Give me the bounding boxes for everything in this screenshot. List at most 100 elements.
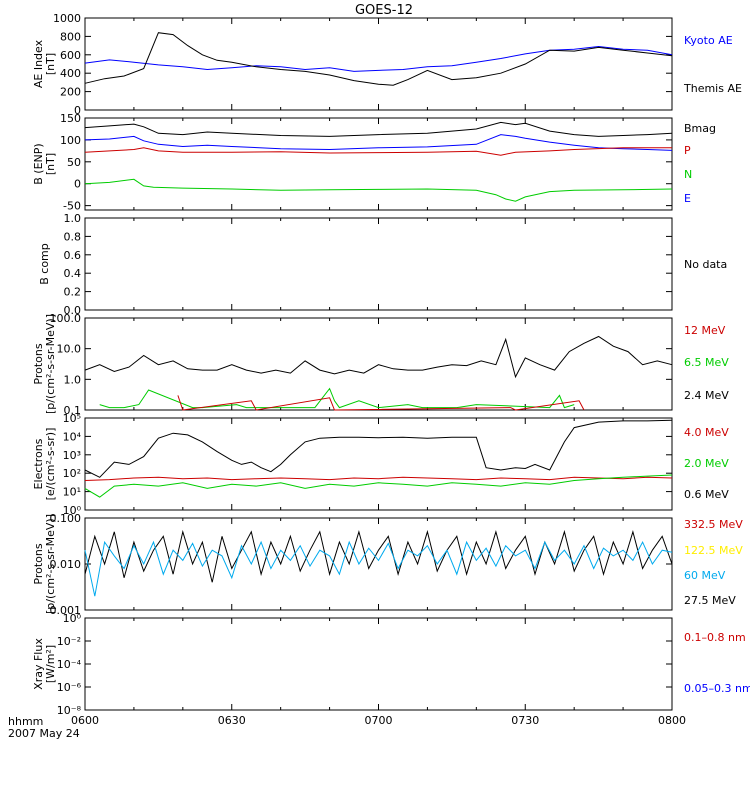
legend-entry: No data: [684, 258, 727, 271]
legend-entry: 0.1–0.8 nm: [684, 631, 746, 644]
legend-entry: 2.4 MeV: [684, 389, 729, 402]
legend-entry: N: [684, 168, 692, 181]
y-tick-label: 10³: [63, 449, 81, 462]
x-tick-label: 0600: [71, 714, 99, 727]
y-tick-label: 10²: [63, 467, 81, 480]
y-tick-label: 10⁻⁶: [57, 681, 82, 694]
panel-frame: [84, 217, 673, 311]
y-tick-label: 0.6: [64, 249, 82, 262]
x-tick-label: 0800: [658, 714, 686, 727]
y-axis-label: [p/(cm²-s-sr-MeV)]: [44, 514, 57, 614]
series-line-themis-ae: [84, 32, 673, 86]
y-axis-label: [nT]: [44, 53, 57, 75]
legend-entry: 2.0 MeV: [684, 457, 729, 470]
series-line-6-5-mev: [99, 387, 575, 409]
page-title: GOES-12: [355, 3, 413, 18]
legend-entry: Themis AE: [683, 82, 742, 95]
series-line-27-5-mev: [84, 529, 673, 583]
y-tick-label: 10⁻²: [57, 635, 81, 648]
panel-protons_lo: 0.001 0.010 0.100 Protons [p/(cm²-s-sr-MeV)]…: [32, 512, 743, 617]
y-axis-label: Protons: [32, 343, 45, 384]
y-axis-label: B (ENP): [32, 143, 45, 184]
y-tick-label: 0.8: [64, 230, 82, 243]
y-tick-label: 400: [60, 67, 81, 80]
legend-entry: 12 MeV: [684, 324, 726, 337]
y-axis-label: [p/(cm²-s-sr-MeV)]: [44, 314, 57, 414]
y-tick-label: 0: [74, 104, 81, 117]
y-tick-label: 0.4: [64, 267, 82, 280]
legend-entry: 0.05–0.3 nm: [684, 682, 750, 695]
legend-entry: Kyoto AE: [684, 34, 733, 47]
footer-time-label: hhmm: [8, 715, 43, 728]
x-tick-label: 0730: [511, 714, 539, 727]
legend-entry: 332.5 MeV: [684, 518, 743, 531]
y-tick-label: 800: [60, 30, 81, 43]
legend-entry: P: [684, 144, 691, 157]
y-tick-label: 0.2: [64, 286, 82, 299]
panel-electrons: 10⁰ 10¹ 10² 10³ 10⁴ 10⁵ Electrons [e/(cm²-s-sr)…: [32, 412, 729, 517]
panel-bfield: -50 0 50 100 150 B (ENP) [nT] Bmag PNE: [32, 112, 716, 213]
panel-bcomp: 0.0 0.2 0.4 0.6 0.8 1.0 B comp No data: [38, 212, 727, 317]
y-axis-label: Protons: [32, 543, 45, 584]
y-tick-label: 100: [60, 134, 81, 147]
series-line-kyoto-ae: [84, 45, 673, 72]
y-tick-label: 150: [60, 112, 81, 125]
y-tick-label: 1.0: [64, 212, 82, 225]
legend-entry: 27.5 MeV: [684, 594, 736, 607]
panel-frame: [84, 417, 673, 511]
y-tick-label: 100.0: [50, 312, 82, 325]
panel-frame: [84, 317, 673, 411]
y-tick-label: 200: [60, 86, 81, 99]
legend-entry: 60 MeV: [684, 569, 726, 582]
series-line-4-0-mev: [84, 476, 673, 481]
series-line-n: [84, 178, 673, 202]
panel-ae: 0 200 400 600 800 1000 AE Index [nT] Kyoto AE The…: [32, 12, 742, 117]
panel-xray: 10⁻⁸ 10⁻⁶ 10⁻⁴ 10⁻² 10⁰ Xray Flux [W/m²] 0.1–0.…: [32, 612, 750, 717]
y-axis-label: Xray Flux: [32, 638, 45, 690]
y-tick-label: 10⁵: [63, 412, 81, 425]
y-axis-label: AE Index: [32, 39, 45, 88]
y-tick-label: 1000: [53, 12, 81, 25]
y-axis-label: [e/(cm²-s-sr)]: [44, 428, 57, 501]
legend-entry: 4.0 MeV: [684, 426, 729, 439]
y-tick-label: 10⁰: [63, 612, 82, 625]
legend-entry: 122.5 MeV: [684, 544, 743, 557]
series-line-bmag: [84, 121, 673, 137]
x-tick-label: 0630: [218, 714, 246, 727]
y-axis-label: [W/m²]: [44, 645, 57, 683]
panel-frame: [84, 117, 673, 211]
series-line-e: [84, 134, 673, 151]
y-tick-label: 0.010: [50, 558, 82, 571]
y-tick-label: 10⁴: [63, 430, 82, 443]
y-tick-label: 0.100: [50, 512, 82, 525]
y-tick-label: 0.1: [64, 404, 82, 417]
y-tick-label: 0.001: [50, 604, 82, 617]
series-line-2-0-mev: [84, 474, 673, 498]
legend-entry: 6.5 MeV: [684, 356, 729, 369]
y-tick-label: 10⁻⁸: [57, 704, 82, 717]
legend-entry: E: [684, 192, 691, 205]
panels: 0 200 400 600 800 1000 AE Index [nT] Kyoto AE The…: [32, 12, 750, 717]
panel-protons_hi: 0.1 1.0 10.0 100.0 Protons [p/(cm²-s-sr-MeV)]…: [32, 312, 729, 417]
y-axis-label: B comp: [38, 243, 51, 285]
y-tick-label: 600: [60, 49, 81, 62]
y-tick-label: 10⁻⁴: [57, 658, 82, 671]
series-line-0-6-mev: [84, 419, 673, 478]
x-tick-label: 0700: [365, 714, 393, 727]
series-line-p: [84, 147, 672, 156]
panel-frame: [84, 17, 673, 111]
series-line-12-mev: [177, 395, 585, 411]
panel-frame: [84, 617, 673, 711]
panel-frame: [84, 517, 673, 611]
x-tick-labels: 0600 0630 0700 0730 0800: [71, 714, 686, 727]
y-tick-label: 10⁰: [63, 504, 82, 517]
series-line-2-4-mev: [84, 335, 673, 379]
series-line-60-mev: [84, 540, 673, 597]
y-tick-label: 50: [67, 156, 81, 169]
legend-entry: Bmag: [684, 122, 716, 135]
y-tick-label: -50: [63, 200, 81, 213]
y-tick-label: 10¹: [63, 486, 81, 499]
footer-date-label: 2007 May 24: [8, 727, 80, 740]
